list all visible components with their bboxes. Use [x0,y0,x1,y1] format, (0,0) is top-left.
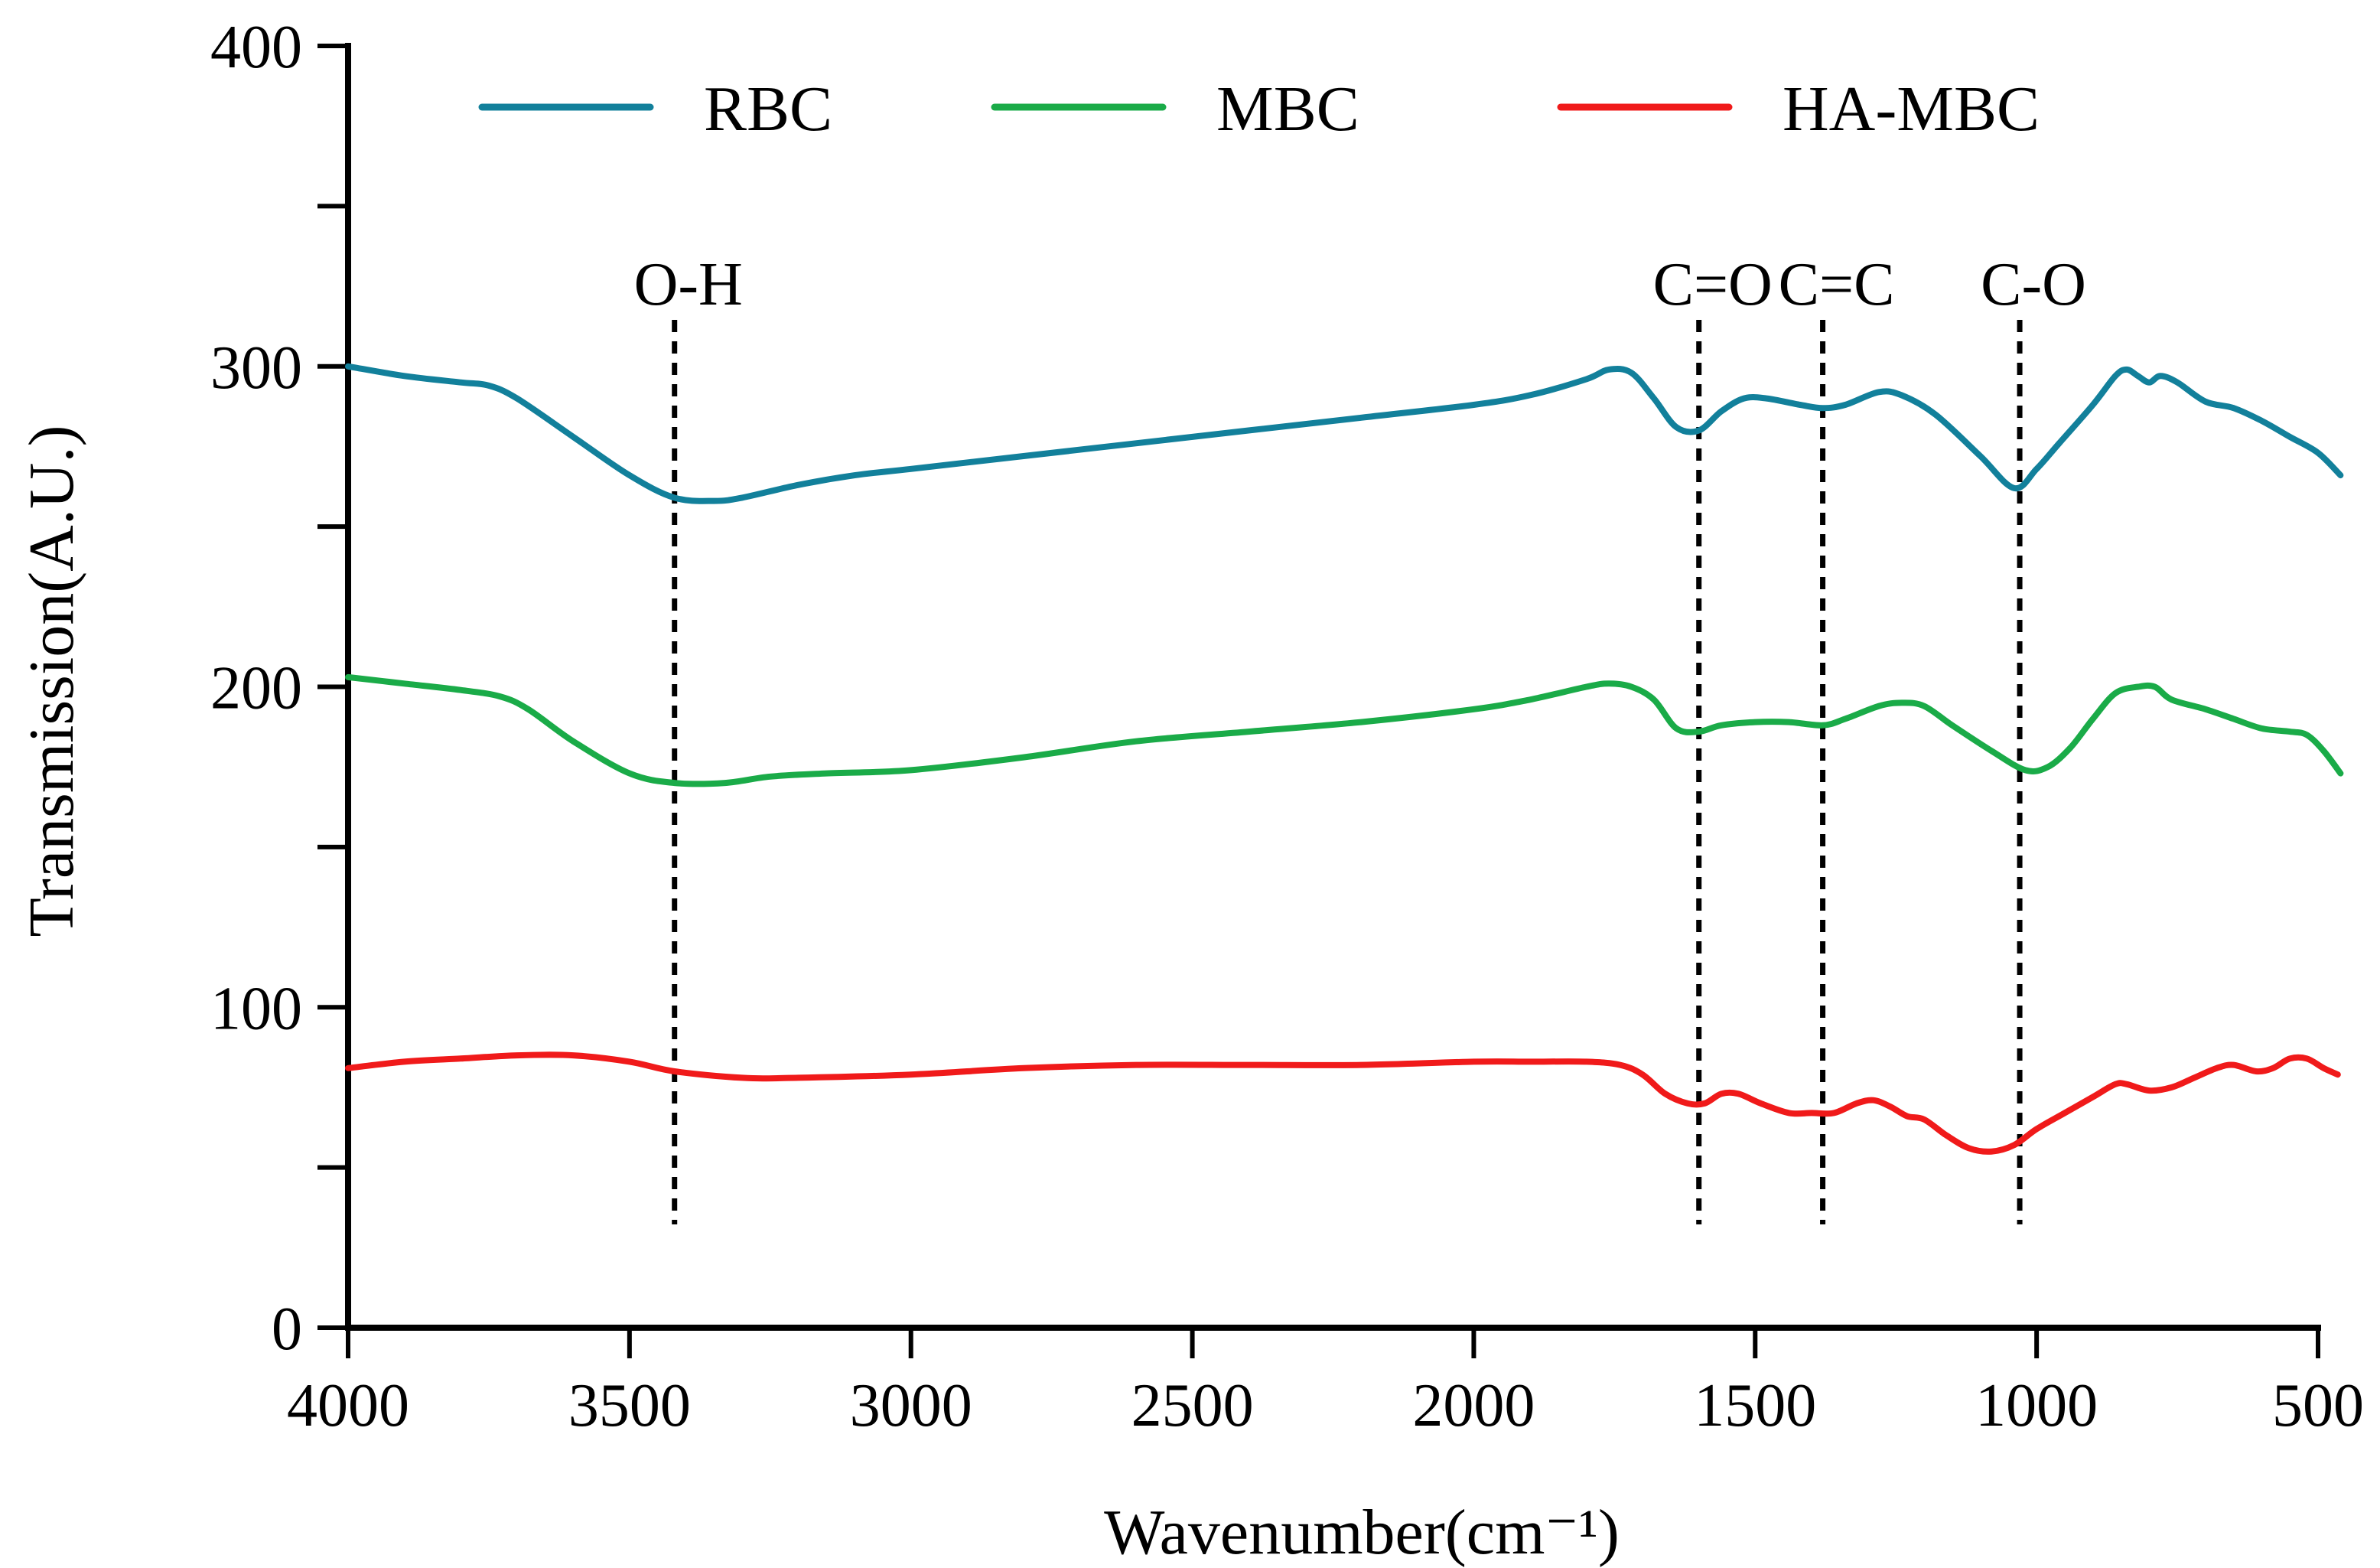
y-axis-title: Transmission(A.U.) [16,425,87,937]
peak-annotations: O-H C=O C=C C-O [634,251,2086,1224]
x-tick-label-1000: 1000 [1975,1372,2098,1439]
series-line-mbc [345,673,2344,787]
x-tick-label-500: 500 [2272,1372,2364,1439]
y-tick-label-400: 400 [210,14,302,81]
x-tick-label-4000: 4000 [287,1372,409,1439]
annotation-label-C=C: C=C [1779,251,1895,318]
x-tick-label-1500: 1500 [1694,1372,1816,1439]
x-tick-label-2000: 2000 [1412,1372,1535,1439]
legend-label-ha-mbc: HA-MBC [1783,73,2040,145]
series-line-ha-mbc [345,1051,2341,1155]
y-tick-label-0: 0 [272,1296,302,1363]
y-tick-label-300: 300 [210,334,302,402]
legend-label-rbc: RBC [704,73,832,145]
legend-label-mbc: MBC [1216,73,1359,145]
x-tick-label-3000: 3000 [850,1372,972,1439]
x-axis-title: Wavenumber(cm⁻¹) [1104,1497,1620,1568]
legend: RBC MBC HA-MBC [478,73,2040,145]
annotation-label-C=O: C=O [1653,251,1773,318]
annotation-label-C-O: C-O [1981,251,2086,318]
annotation-label-O-H: O-H [634,251,743,318]
y-tick-label-100: 100 [210,975,302,1042]
y-tick-label-200: 200 [210,655,302,722]
series-line-rbc [345,363,2344,504]
x-tick-label-3500: 3500 [568,1372,691,1439]
axis-ticks: 0 100 200 300 400 4000 3500 3000 2500 2000 1500 100… [210,14,2364,1439]
x-tick-label-2500: 2500 [1131,1372,1254,1439]
series-lines [345,363,2344,1155]
